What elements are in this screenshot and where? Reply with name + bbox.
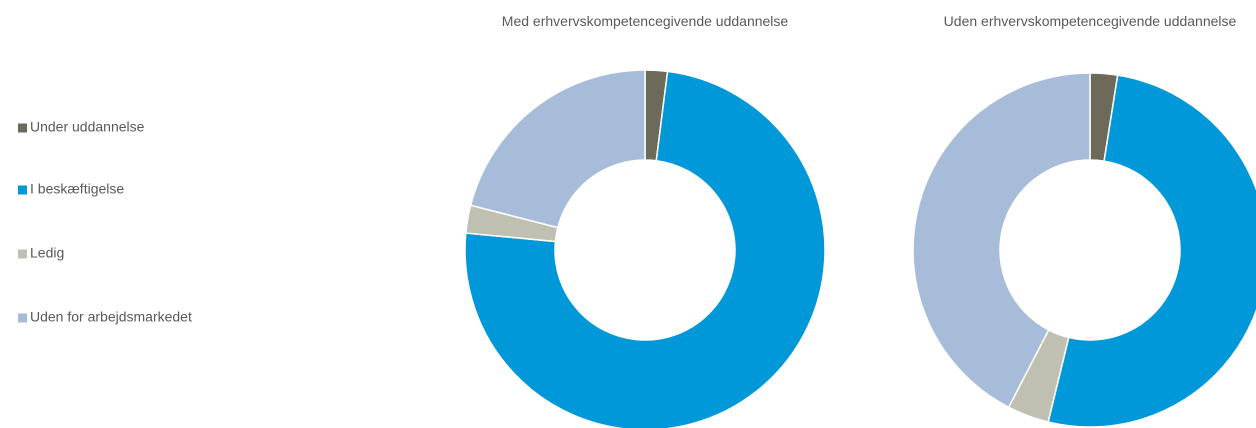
donut-slice [912,72,1091,409]
chart-title: Uden erhvervskompetencegivende uddannels… [943,13,1237,29]
legend-label: Ledig [30,245,64,261]
legend-swatch [18,185,27,195]
legend-swatch [18,123,27,133]
donut-slice [1047,74,1256,428]
legend-label: Uden for arbejdsmarkedet [30,309,192,325]
legend-label: Under uddannelse [30,119,145,135]
chart-title: Med erhvervskompetencegivende uddannelse [501,13,789,29]
legend-swatch [18,313,27,323]
donut-slice [469,69,646,229]
donut-slice [464,70,826,428]
legend-label: I beskæftigelse [30,181,124,197]
legend-swatch [18,249,27,259]
